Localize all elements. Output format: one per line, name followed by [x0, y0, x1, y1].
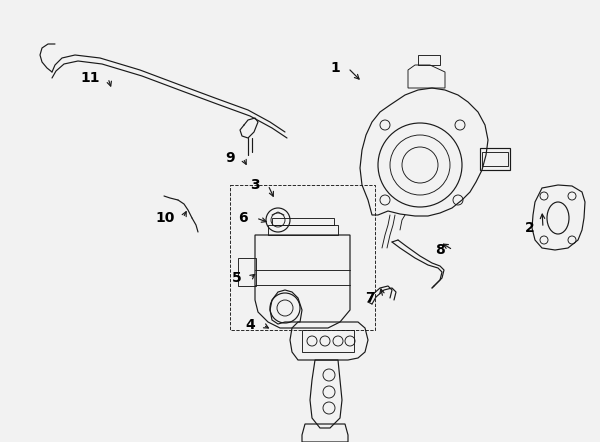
Bar	[238, 258, 256, 286]
Text: 7: 7	[365, 291, 375, 305]
Text: 5: 5	[232, 271, 242, 285]
Text: 2: 2	[525, 221, 535, 235]
Text: 3: 3	[250, 178, 260, 192]
Text: 9: 9	[226, 151, 235, 165]
Text: 1: 1	[330, 61, 340, 75]
Bar	[230, 185, 375, 330]
Text: 10: 10	[155, 211, 175, 225]
Text: 4: 4	[245, 318, 255, 332]
Text: 11: 11	[80, 71, 100, 85]
Text: 8: 8	[435, 243, 445, 257]
Text: 6: 6	[238, 211, 248, 225]
